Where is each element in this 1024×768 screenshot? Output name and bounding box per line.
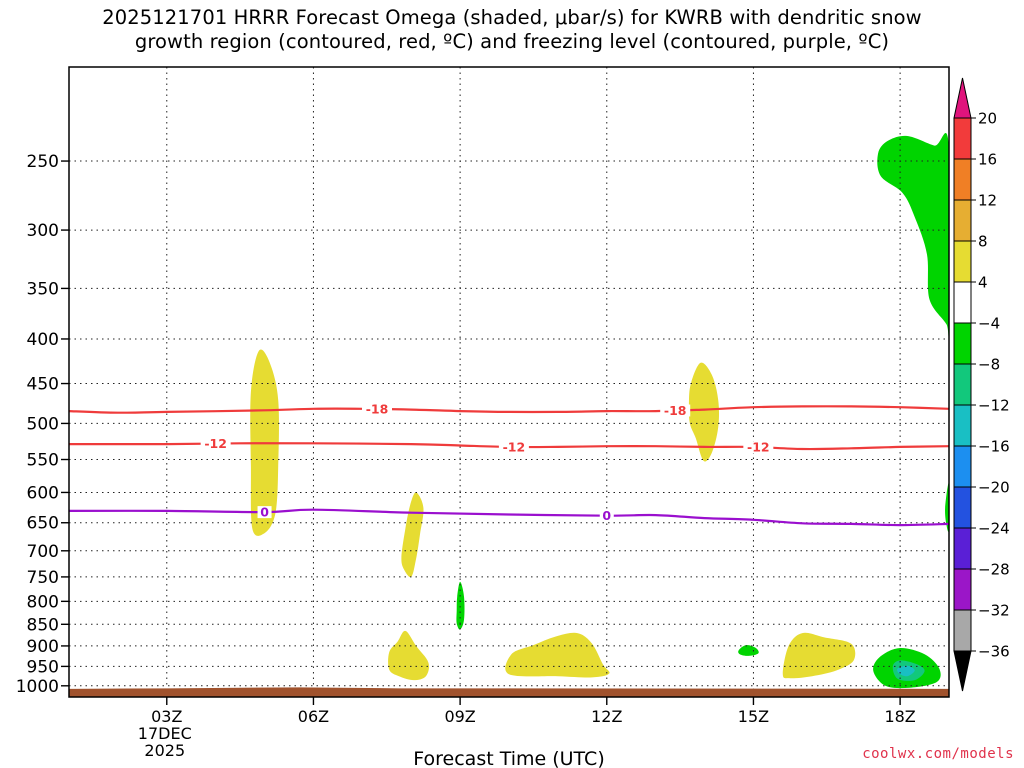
omega-region-11 bbox=[897, 665, 915, 677]
y-tick-label-800: 800 bbox=[27, 592, 59, 612]
x-tick-label-03Z: 03Z bbox=[151, 707, 182, 726]
colorbar-label: −32 bbox=[978, 602, 1010, 620]
x-tick-label-12Z: 12Z bbox=[591, 707, 622, 726]
colorbar-label: 20 bbox=[978, 110, 997, 128]
colorbar-bin bbox=[953, 199, 972, 242]
colorbar-label: −8 bbox=[978, 356, 1000, 374]
y-tick-label-600: 600 bbox=[27, 483, 59, 503]
x-tick-label-18Z: 18Z bbox=[884, 707, 915, 726]
colorbar-bin bbox=[953, 158, 972, 201]
colorbar-label: 4 bbox=[978, 274, 988, 292]
y-tick-label-550: 550 bbox=[27, 451, 59, 471]
contour-label-bg bbox=[362, 403, 392, 416]
omega-region-6 bbox=[688, 362, 720, 462]
y-tick-label-350: 350 bbox=[27, 279, 59, 299]
colorbar-bin bbox=[953, 445, 972, 488]
colorbar-label: 12 bbox=[978, 192, 997, 210]
omega-region-5 bbox=[505, 632, 610, 678]
colorbar-bin bbox=[953, 281, 972, 324]
x-tick-label-06Z: 06Z bbox=[298, 707, 329, 726]
colorbar-bin bbox=[953, 486, 972, 529]
colorbar-under-arrow bbox=[953, 650, 972, 692]
x-axis-label: Forecast Time (UTC) bbox=[413, 748, 604, 768]
contour-label-0: 0 bbox=[602, 508, 611, 523]
y-tick-label-900: 900 bbox=[27, 637, 59, 657]
contour-label--18: -18 bbox=[366, 402, 389, 417]
colorbar-label: −16 bbox=[978, 438, 1010, 456]
contour-label--18: -18 bbox=[664, 403, 687, 418]
omega-region-7 bbox=[738, 645, 759, 656]
colorbar-bin bbox=[953, 240, 972, 283]
colorbar-label: −20 bbox=[978, 479, 1010, 497]
colorbar-bin bbox=[953, 568, 972, 611]
colorbar-bin bbox=[953, 322, 972, 365]
y-tick-label-1000: 1000 bbox=[16, 677, 59, 697]
contour-label-bg bbox=[743, 441, 774, 454]
x-tick-sublabel: 17DEC bbox=[138, 724, 192, 743]
y-tick-label-500: 500 bbox=[27, 414, 59, 434]
colorbar-bin bbox=[953, 609, 972, 652]
ground-below-surface bbox=[69, 687, 949, 697]
omega-region-3 bbox=[456, 581, 465, 630]
colorbar-label: −36 bbox=[978, 643, 1010, 661]
contour-label-bg bbox=[660, 404, 691, 417]
plot-grid bbox=[69, 67, 949, 697]
y-tick-label-450: 450 bbox=[27, 375, 59, 395]
y-tick-label-300: 300 bbox=[27, 221, 59, 241]
colorbar-label: −24 bbox=[978, 520, 1010, 538]
y-tick-label-400: 400 bbox=[27, 330, 59, 350]
chart-title: 2025121701 HRRR Forecast Omega (shaded, … bbox=[102, 6, 922, 53]
y-tick-label-750: 750 bbox=[27, 568, 59, 588]
contour-label--12: -12 bbox=[204, 436, 227, 451]
y-tick-label-950: 950 bbox=[27, 657, 59, 677]
contour-label-0: 0 bbox=[260, 505, 269, 520]
contour-label-bg bbox=[257, 506, 272, 519]
x-tick-label-09Z: 09Z bbox=[444, 707, 475, 726]
contour-label-bg bbox=[498, 440, 529, 453]
contour-label-bg bbox=[599, 509, 614, 522]
contour-label-bg bbox=[200, 437, 231, 450]
colorbar-bin bbox=[953, 117, 972, 160]
y-tick-label-650: 650 bbox=[27, 514, 59, 534]
omega-region-13 bbox=[945, 482, 949, 532]
colorbar-label: 8 bbox=[978, 233, 988, 251]
omega-region-4 bbox=[388, 630, 429, 681]
contour-line--18 bbox=[69, 405, 949, 414]
contour-label--12: -12 bbox=[503, 439, 526, 454]
ground-layer bbox=[69, 687, 949, 697]
colorbar-label: −12 bbox=[978, 397, 1010, 415]
colorbar-bin bbox=[953, 363, 972, 406]
y-axis: 2503003504004505005506006507007508008509… bbox=[16, 152, 69, 697]
x-tick-sublabel: 2025 bbox=[144, 741, 185, 760]
contour-label--12: -12 bbox=[747, 440, 770, 455]
omega-region-12 bbox=[877, 133, 949, 349]
plot-frame bbox=[68, 66, 950, 698]
colorbar-label: 16 bbox=[978, 151, 997, 169]
colorbar-label: −28 bbox=[978, 561, 1010, 579]
colorbar-bin bbox=[953, 527, 972, 570]
colorbar: 20 16 12 8 4 −4 −8 −12 −16 −20 −24 −28 −32 −36 bbox=[953, 77, 1010, 692]
omega-region-2 bbox=[401, 492, 424, 578]
contour-line--12 bbox=[69, 442, 949, 451]
y-tick-label-250: 250 bbox=[27, 152, 59, 172]
y-tick-label-850: 850 bbox=[27, 615, 59, 635]
colorbar-over-arrow bbox=[953, 77, 972, 119]
temperature-contours: -18 -18 -12 -12 -12 0 0 bbox=[69, 402, 949, 527]
colorbar-bin bbox=[953, 404, 972, 447]
y-tick-label-700: 700 bbox=[27, 542, 59, 562]
credit-link[interactable]: coolwx.com/models bbox=[862, 746, 1014, 762]
colorbar-label: −4 bbox=[978, 315, 1000, 333]
omega-region-8 bbox=[782, 632, 856, 679]
x-tick-label-15Z: 15Z bbox=[738, 707, 769, 726]
